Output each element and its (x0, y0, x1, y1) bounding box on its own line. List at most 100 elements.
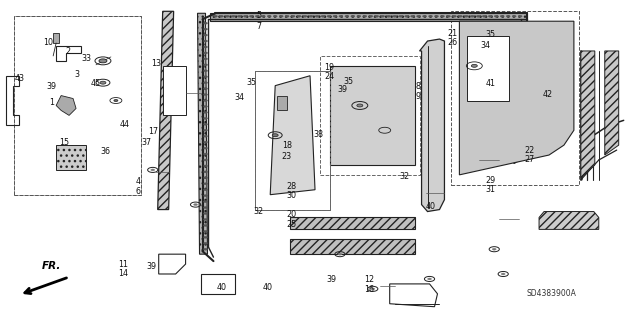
Circle shape (204, 76, 207, 78)
Text: 24: 24 (324, 72, 335, 81)
Circle shape (404, 15, 408, 17)
Text: 33: 33 (81, 54, 91, 63)
Circle shape (194, 204, 198, 205)
Circle shape (204, 106, 207, 108)
Circle shape (303, 15, 307, 17)
Circle shape (151, 169, 155, 171)
Text: 26: 26 (447, 38, 458, 47)
Circle shape (204, 46, 207, 48)
Polygon shape (605, 51, 619, 155)
Text: 43: 43 (14, 74, 24, 83)
Text: 19: 19 (324, 63, 335, 72)
Circle shape (232, 15, 236, 17)
Circle shape (261, 15, 265, 17)
Circle shape (447, 15, 451, 17)
Circle shape (204, 236, 207, 238)
Circle shape (297, 15, 301, 17)
Circle shape (488, 15, 492, 17)
Text: 7: 7 (256, 22, 261, 31)
Circle shape (458, 15, 462, 17)
Polygon shape (581, 51, 595, 178)
Circle shape (291, 15, 295, 17)
Text: 45: 45 (91, 79, 100, 88)
Polygon shape (420, 39, 444, 211)
Text: 34: 34 (481, 41, 491, 49)
Circle shape (285, 15, 289, 17)
Text: 9: 9 (415, 92, 420, 101)
Circle shape (351, 15, 355, 17)
Circle shape (204, 147, 207, 149)
Circle shape (518, 15, 522, 17)
Circle shape (204, 123, 207, 125)
Circle shape (375, 15, 379, 17)
Circle shape (465, 15, 468, 17)
Circle shape (204, 28, 207, 30)
Circle shape (273, 15, 277, 17)
Circle shape (204, 183, 207, 185)
Circle shape (500, 15, 504, 17)
Text: 12: 12 (365, 275, 375, 284)
Circle shape (417, 15, 420, 17)
Text: 39: 39 (337, 85, 348, 94)
Circle shape (357, 104, 363, 107)
Text: 18: 18 (282, 141, 292, 150)
Polygon shape (277, 96, 287, 110)
Circle shape (204, 82, 207, 84)
Circle shape (494, 15, 498, 17)
Circle shape (250, 15, 253, 17)
Polygon shape (211, 13, 527, 21)
Text: 35: 35 (486, 30, 496, 39)
Text: 32: 32 (253, 207, 263, 216)
Circle shape (204, 93, 207, 96)
Circle shape (204, 34, 207, 36)
Text: SD4383900A: SD4383900A (526, 289, 576, 298)
Text: 11: 11 (118, 260, 128, 269)
Circle shape (428, 278, 431, 280)
Circle shape (422, 15, 426, 17)
Polygon shape (157, 11, 173, 210)
Text: 8: 8 (415, 82, 420, 91)
Text: 30: 30 (287, 191, 297, 200)
Polygon shape (53, 33, 59, 43)
Text: 35: 35 (344, 77, 354, 85)
Circle shape (272, 134, 278, 137)
Circle shape (339, 15, 343, 17)
Polygon shape (14, 16, 141, 195)
Circle shape (214, 15, 218, 17)
Circle shape (512, 15, 516, 17)
Polygon shape (56, 145, 86, 170)
Circle shape (204, 100, 207, 101)
Text: 15: 15 (59, 137, 69, 147)
Circle shape (204, 117, 207, 119)
Circle shape (243, 15, 247, 17)
Circle shape (476, 15, 480, 17)
Circle shape (204, 135, 207, 137)
Circle shape (220, 15, 223, 17)
Text: 2: 2 (65, 48, 70, 56)
Text: 17: 17 (148, 127, 158, 136)
Circle shape (399, 15, 403, 17)
Circle shape (204, 129, 207, 131)
Text: FR.: FR. (42, 261, 61, 271)
Text: 41: 41 (486, 79, 495, 88)
Circle shape (506, 15, 510, 17)
Circle shape (501, 273, 505, 275)
Text: 16: 16 (365, 285, 374, 294)
Text: 40: 40 (262, 283, 273, 292)
Text: 27: 27 (524, 155, 534, 164)
Text: 14: 14 (118, 269, 128, 278)
Text: 3: 3 (75, 70, 79, 78)
Text: 10: 10 (44, 38, 54, 47)
Circle shape (204, 141, 207, 143)
Circle shape (483, 15, 486, 17)
Text: 28: 28 (287, 182, 297, 191)
Text: 20: 20 (287, 210, 297, 219)
Circle shape (204, 64, 207, 66)
Text: 37: 37 (141, 137, 152, 147)
Polygon shape (56, 96, 76, 115)
Circle shape (204, 153, 207, 155)
Circle shape (435, 15, 438, 17)
Circle shape (363, 15, 367, 17)
Text: 39: 39 (326, 275, 337, 284)
Circle shape (204, 165, 207, 167)
